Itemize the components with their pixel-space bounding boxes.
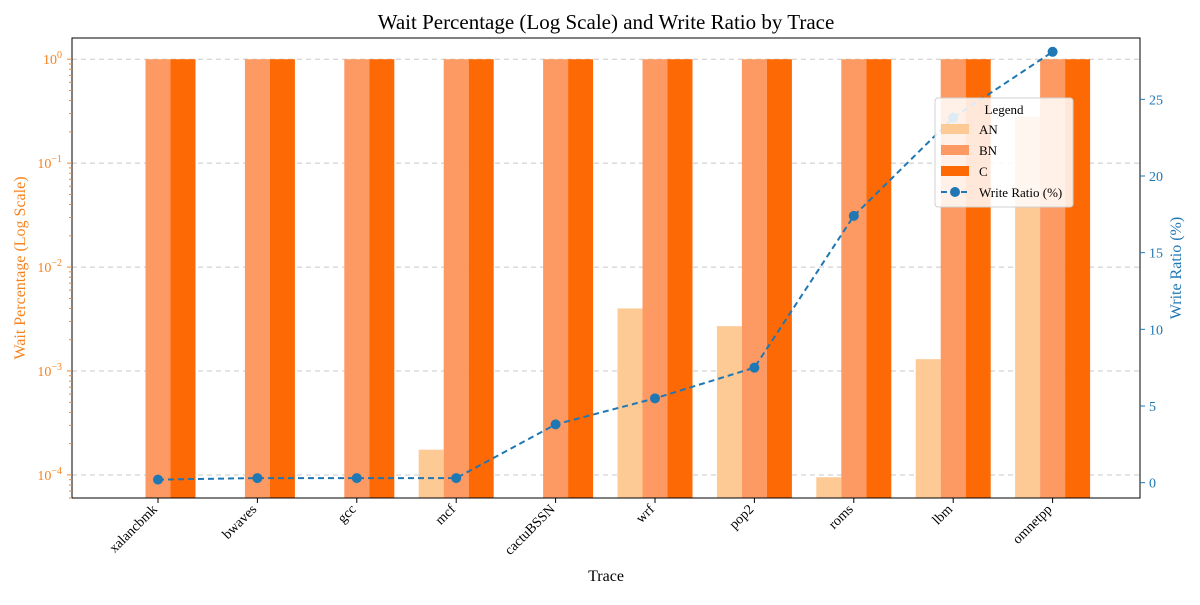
left-y-tick-label: 10−2 <box>37 258 62 276</box>
bar-c-mcf <box>468 59 494 499</box>
write-ratio-point-bwaves <box>252 473 263 484</box>
legend-label-c: C <box>979 164 988 179</box>
bar-an-wrf <box>617 308 643 498</box>
bar-c-gcc <box>369 59 395 499</box>
x-tick-label: xalancbmk <box>107 502 161 556</box>
bar-c-xalancbmk <box>170 59 196 499</box>
bar-an-lbm <box>915 359 941 498</box>
legend-label-an: AN <box>979 122 998 137</box>
left-y-axis-label: Wait Percentage (Log Scale) <box>12 176 29 359</box>
bar-bn-bwaves <box>244 59 270 499</box>
left-y-tick-label: 10−3 <box>37 362 62 380</box>
x-tick-label: gcc <box>335 502 359 526</box>
bar-c-wrf <box>667 59 693 499</box>
grid-lines <box>72 58 1140 476</box>
bar-an-pop2 <box>716 326 742 498</box>
axes <box>71 37 1141 499</box>
write-ratio-point-xalancbmk <box>153 474 163 485</box>
bar-bn-mcf <box>443 59 469 499</box>
write-ratio-point-omnetpp <box>1047 46 1058 57</box>
x-axis-label: Trace <box>588 568 624 585</box>
legend: Legend AN BN C Write Ratio (%) <box>934 97 1074 208</box>
left-y-tick-label: 10−4 <box>37 466 62 484</box>
legend-label-bn: BN <box>979 143 998 158</box>
write-ratio-point-gcc <box>351 473 362 484</box>
bar-bn-cactuBSSN <box>543 59 569 499</box>
legend-label-write-ratio: Write Ratio (%) <box>979 185 1062 200</box>
write-ratio-point-mcf <box>451 473 462 484</box>
right-y-tick-label: 0 <box>1149 477 1156 492</box>
bar-bn-gcc <box>344 59 370 499</box>
bar-bn-pop2 <box>741 59 767 499</box>
x-tick-labels: xalancbmk bwaves gcc mcf cactuBSSN wrf pop2 rom… <box>107 498 1055 558</box>
right-y-tick-label: 20 <box>1149 170 1163 185</box>
legend-items: AN BN C Write Ratio (%) <box>941 122 1062 200</box>
write-ratio-point-roms <box>848 210 859 221</box>
bar-c-cactuBSSN <box>568 59 594 499</box>
left-y-tick-label: 100 <box>43 50 62 68</box>
legend-box <box>934 97 1074 208</box>
left-y-tick-labels: 10−4 10−3 10−2 10−1 100 <box>37 50 72 499</box>
left-y-tick-label: 10−1 <box>37 154 62 172</box>
bar-an-roms <box>816 477 842 498</box>
right-y-tick-labels: 0 5 10 15 20 25 <box>1140 93 1163 492</box>
bar-an-mcf <box>418 449 444 498</box>
bar-bn-wrf <box>642 59 668 499</box>
x-tick-label: omnetpp <box>1010 502 1055 547</box>
legend-swatch-an <box>941 124 969 134</box>
x-tick-label: pop2 <box>727 502 757 532</box>
legend-swatch-bn <box>941 145 969 155</box>
write-ratio-point-pop2 <box>749 362 760 373</box>
right-y-axis-label: Write Ratio (%) <box>1168 217 1185 319</box>
x-tick-label: cactuBSSN <box>502 502 558 558</box>
right-y-tick-label: 25 <box>1149 93 1163 108</box>
right-y-tick-label: 5 <box>1149 400 1156 415</box>
bar-bn-roms <box>841 59 867 499</box>
write-ratio-point-wrf <box>650 393 660 404</box>
bar-c-roms <box>866 59 892 499</box>
x-tick-label: lbm <box>930 502 956 528</box>
legend-marker-write-ratio <box>950 187 960 197</box>
x-tick-label: roms <box>826 502 856 532</box>
bar-c-pop2 <box>766 59 792 499</box>
right-y-tick-label: 10 <box>1149 323 1163 338</box>
bar-bn-xalancbmk <box>145 59 171 499</box>
legend-swatch-c <box>941 166 969 176</box>
x-tick-label: mcf <box>433 502 459 528</box>
right-y-tick-label: 15 <box>1149 247 1163 262</box>
x-tick-label: bwaves <box>220 502 260 542</box>
chart-title: Wait Percentage (Log Scale) and Write Ra… <box>378 10 835 34</box>
legend-title: Legend <box>985 102 1024 117</box>
x-tick-label: wrf <box>633 502 658 527</box>
write-ratio-point-cactuBSSN <box>550 419 561 430</box>
plot-frame <box>71 37 1141 499</box>
write-ratio-polyline <box>157 50 1054 481</box>
bar-c-bwaves <box>269 59 295 499</box>
